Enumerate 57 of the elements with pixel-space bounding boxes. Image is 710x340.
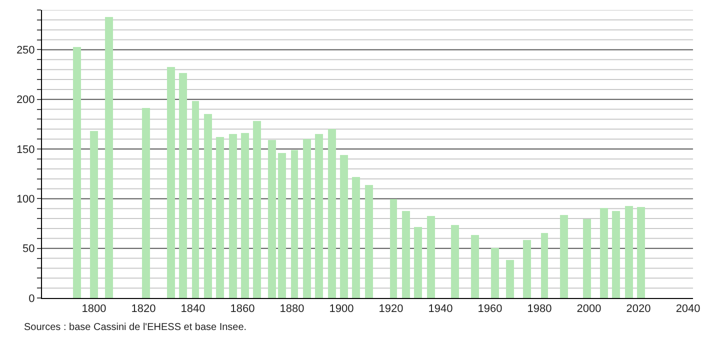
- bar: [340, 155, 348, 298]
- bar: [390, 199, 397, 298]
- x-tick-label: 1820: [131, 303, 156, 316]
- bar: [491, 248, 499, 298]
- bar: [414, 227, 422, 298]
- y-tick-label: 0: [28, 292, 35, 305]
- bar: [105, 17, 113, 298]
- y-tick-label: 100: [16, 194, 35, 206]
- y-tick-label: 200: [16, 94, 35, 106]
- bar: [583, 219, 591, 298]
- bar: [291, 150, 298, 298]
- bar: [328, 129, 336, 298]
- bar: [600, 208, 608, 298]
- y-tick-label: 250: [16, 44, 35, 57]
- x-tick-label: 1960: [478, 303, 502, 316]
- x-tick-label: 1800: [82, 303, 106, 316]
- bar: [303, 139, 311, 298]
- x-tick-label: 2000: [576, 303, 602, 316]
- x-tick-label: 1980: [527, 303, 552, 316]
- bar: [192, 101, 199, 298]
- bar: [352, 177, 360, 298]
- bar: [523, 240, 531, 298]
- bar: [427, 216, 435, 298]
- bar: [612, 211, 620, 298]
- bar: [241, 133, 249, 298]
- bar: [179, 73, 187, 298]
- x-tick-label: 1860: [230, 303, 255, 316]
- bar: [167, 67, 175, 298]
- bar: [365, 185, 373, 298]
- bar: [451, 225, 459, 298]
- x-tick-label: 1900: [329, 303, 354, 316]
- bar: [506, 260, 514, 298]
- y-tick-label: 50: [22, 243, 35, 256]
- bar: [315, 134, 323, 298]
- bar: [268, 140, 276, 298]
- x-tick-label: 1940: [428, 303, 453, 316]
- x-tick-label: 1920: [378, 303, 404, 316]
- bar: [541, 233, 548, 298]
- bar: [216, 137, 224, 298]
- bar: [278, 153, 286, 298]
- bar: [471, 235, 479, 298]
- bar: [73, 47, 81, 298]
- x-tick-label: 2040: [676, 303, 700, 316]
- y-tick-label: 150: [16, 144, 35, 156]
- bar: [402, 211, 410, 298]
- bar: [90, 131, 98, 298]
- bar: [204, 114, 212, 298]
- source-note: Sources : base Cassini de l'EHESS et base Insee.: [24, 322, 247, 333]
- bar: [142, 108, 150, 298]
- bar: [637, 207, 645, 298]
- x-tick-label: 1840: [180, 303, 206, 316]
- bar: [253, 121, 261, 298]
- bar: [229, 134, 237, 298]
- x-tick-label: 2020: [626, 303, 651, 316]
- bar: [560, 215, 568, 298]
- x-tick-label: 1880: [280, 303, 304, 316]
- bar: [625, 206, 633, 298]
